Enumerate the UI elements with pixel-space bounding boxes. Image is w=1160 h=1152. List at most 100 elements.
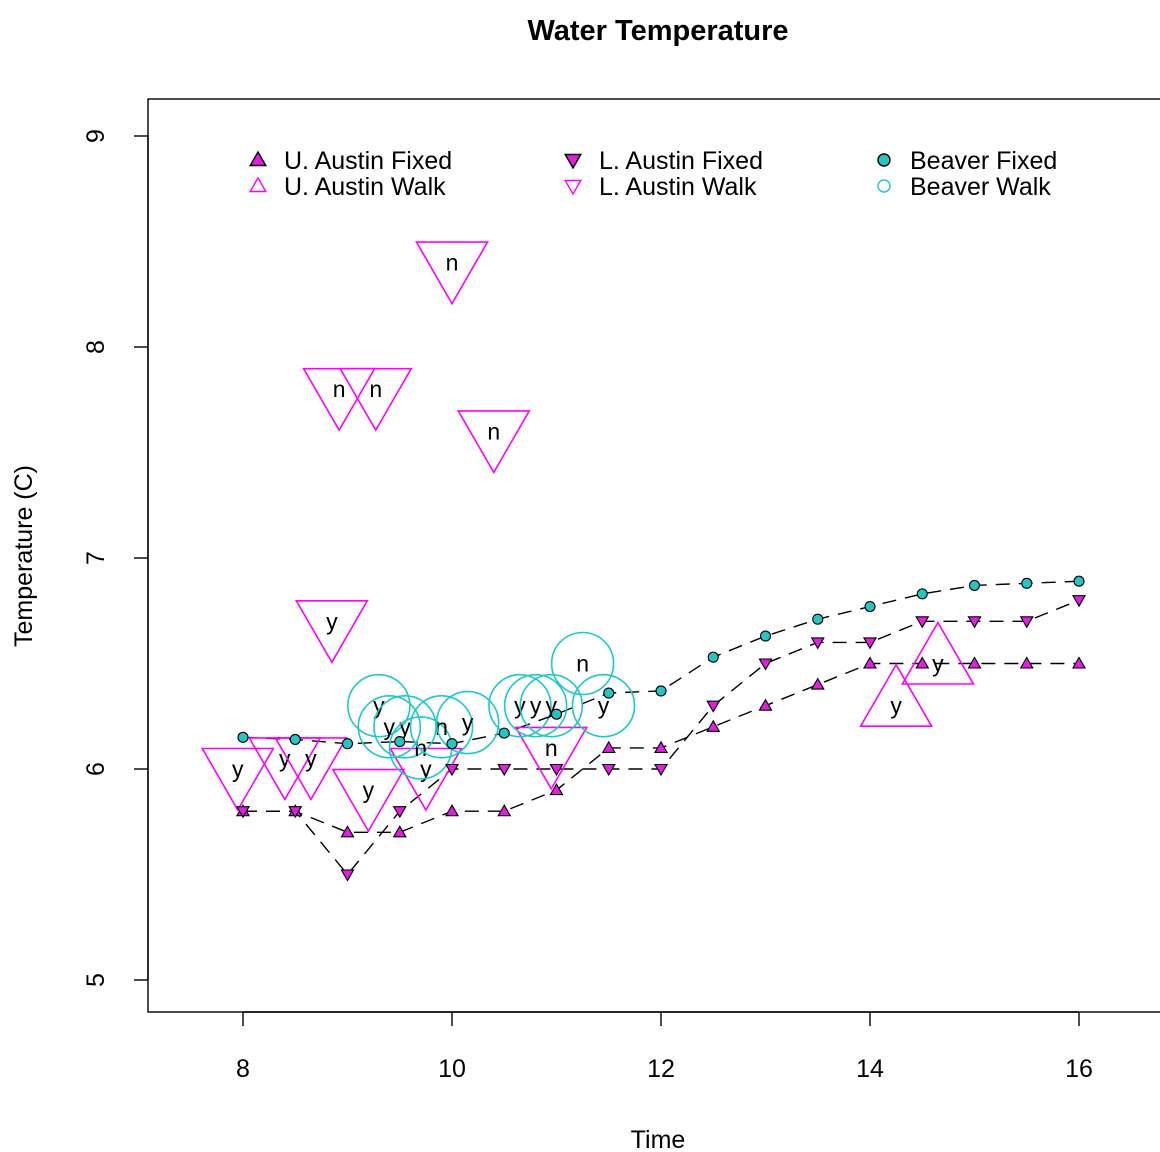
u-austin-walk-point-label: y [890, 693, 902, 719]
y-axis: 5 6 7 8 9 [82, 129, 149, 987]
u-austin-fixed-point [340, 825, 355, 838]
l-austin-fixed-point [340, 869, 355, 882]
l-austin-walk-point-label: n [369, 376, 382, 402]
l-austin-fixed-point [862, 637, 878, 650]
fixed-marks [235, 575, 1087, 882]
l-austin-fixed-point [1071, 595, 1087, 608]
l-austin-walk-point-label: y [363, 777, 375, 803]
l-austin-fixed-point [444, 763, 460, 777]
beaver-fixed-point [707, 651, 719, 663]
beaver-fixed-point [655, 685, 667, 697]
beaver-fixed-point [603, 687, 615, 699]
l-austin-walk-point [338, 367, 413, 432]
y-tick-label: 9 [82, 129, 110, 143]
beaver-walk-point-label: n [414, 735, 427, 761]
u-austin-fixed-point [549, 782, 564, 796]
x-axis-label: Time [631, 1126, 686, 1152]
l-austin-fixed-point [706, 700, 721, 713]
u-austin-walk-legend-label: U. Austin Walk [284, 173, 446, 201]
u-austin-fixed-point [1071, 656, 1087, 669]
beaver-walk-legend-label: Beaver Walk [910, 173, 1051, 201]
beaver-fixed-legend-marker [877, 153, 891, 167]
chart-title: Water Temperature [527, 15, 788, 47]
l-austin-fixed-point [497, 763, 512, 777]
plot-frame [147, 98, 1160, 1013]
beaver-walk-point [571, 673, 636, 738]
x-tick-label: 16 [1065, 1055, 1093, 1083]
beaver-fixed-line [242, 580, 1080, 745]
u-austin-fixed-point [758, 698, 773, 711]
l-austin-fixed-point [653, 763, 669, 777]
beaver-walk-point [550, 631, 615, 696]
beaver-fixed-point [1073, 575, 1085, 587]
l-austin-walk-point-label: n [487, 418, 500, 444]
l-austin-fixed-point [1019, 616, 1034, 629]
u-austin-fixed-point [915, 656, 930, 669]
x-tick-label: 8 [236, 1055, 250, 1083]
y-tick-label: 6 [82, 762, 110, 776]
beaver-walk-point-label: y [384, 714, 396, 740]
y-tick-label: 8 [82, 340, 110, 354]
l-austin-fixed-point [915, 616, 930, 629]
l-austin-walk-point [514, 726, 589, 791]
beaver-walk-point-label: y [530, 693, 542, 719]
l-austin-fixed-point [601, 763, 616, 777]
l-austin-walk-point [274, 737, 348, 802]
beaver-walk-point [409, 694, 474, 759]
beaver-walk-point [347, 673, 411, 738]
beaver-fixed-legend-label: Beaver Fixed [910, 147, 1057, 175]
u-austin-fixed-point [497, 804, 512, 817]
l-austin-walk-point-label: n [333, 376, 346, 402]
u-austin-walk-point-label: y [932, 651, 944, 677]
u-austin-fixed-point [862, 656, 878, 669]
beaver-walk-legend-marker [877, 179, 891, 193]
y-axis-label: Temperature (C) [10, 465, 38, 647]
beaver-fixed-point [812, 613, 824, 625]
beaver-fixed-point [759, 630, 772, 642]
beaver-fixed-point [341, 738, 354, 750]
l-austin-walk-point [302, 367, 377, 432]
l-austin-walk-point-label: y [232, 756, 244, 782]
l-austin-fixed-point [549, 763, 564, 777]
beaver-walk-point-label: n [576, 651, 589, 677]
x-tick-label: 10 [438, 1055, 466, 1083]
u-austin-fixed-point [653, 740, 669, 753]
l-austin-walk-legend-marker [563, 179, 583, 196]
beaver-fixed-point [550, 708, 563, 720]
l-austin-walk-point [415, 241, 489, 306]
l-austin-fixed-point [392, 806, 407, 819]
u-austin-fixed-legend-label: U. Austin Fixed [284, 147, 452, 175]
beaver-walk-point [373, 694, 437, 759]
l-austin-fixed-legend-marker [563, 153, 583, 170]
l-austin-walk-point [294, 600, 369, 664]
beaver-walk-point-label: y [399, 714, 411, 740]
beaver-walk-point [357, 694, 422, 759]
beaver-fixed-point [446, 738, 458, 750]
beaver-fixed-point [1021, 577, 1033, 589]
beaver-fixed-point [237, 731, 249, 743]
l-austin-walk-point-label: n [545, 735, 558, 761]
l-austin-fixed-line [243, 599, 1080, 876]
l-austin-walk-point-label: y [305, 745, 317, 771]
beaver-walk-point [503, 673, 568, 738]
beaver-walk-point [519, 673, 584, 738]
x-axis: 8 10 12 14 16 [236, 1011, 1093, 1083]
u-austin-fixed-point [444, 804, 460, 817]
l-austin-walk-point-label: y [326, 608, 338, 634]
u-austin-fixed-point [1019, 656, 1034, 669]
l-austin-fixed-point [810, 637, 825, 650]
l-austin-fixed-point [288, 806, 303, 819]
l-austin-walk-point [388, 747, 463, 812]
u-austin-walk-point [859, 663, 934, 727]
y-tick-label: 5 [82, 973, 110, 987]
beaver-walk-point-label: y [598, 693, 610, 719]
l-austin-fixed-point [758, 658, 773, 671]
u-austin-walk-legend-marker [248, 176, 268, 193]
l-austin-walk-point-label: y [279, 745, 291, 771]
u-austin-fixed-point [392, 825, 407, 838]
u-austin-walk-point [901, 620, 975, 685]
u-austin-fixed-legend-marker [248, 150, 268, 167]
